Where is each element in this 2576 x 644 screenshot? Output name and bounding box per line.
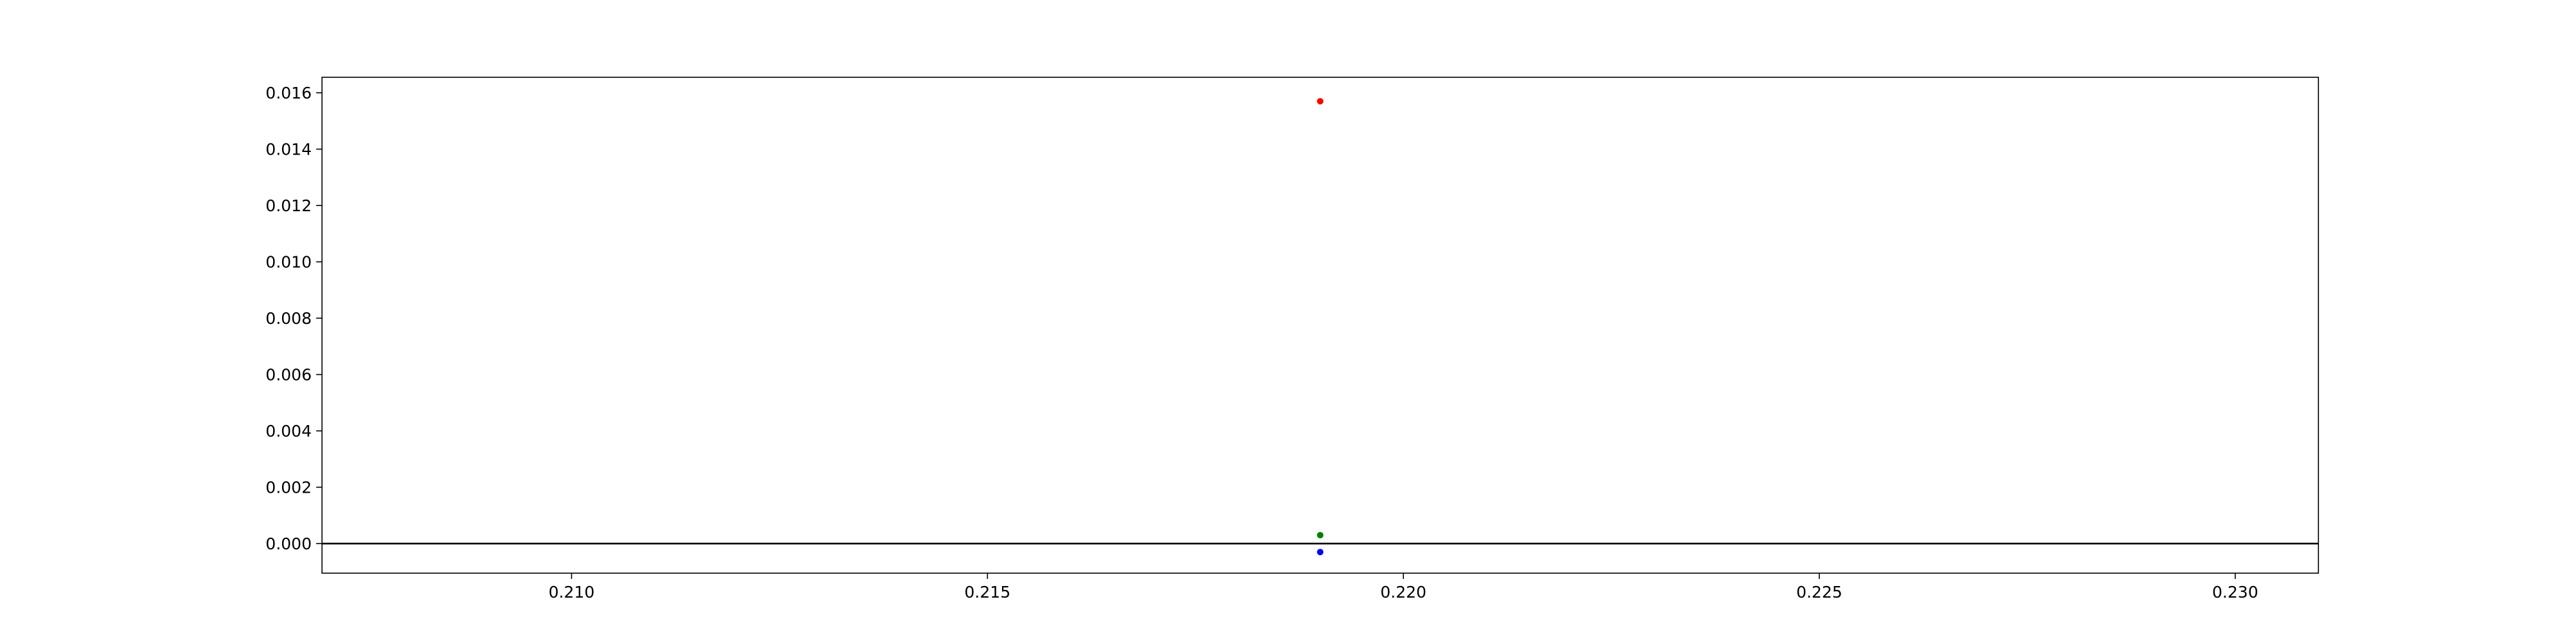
data-points [1317, 98, 1323, 556]
x-tick-label: 0.225 [1796, 583, 1842, 601]
plot-frame [321, 77, 2319, 574]
x-tick-label: 0.210 [549, 583, 595, 601]
y-tick-label: 0.008 [265, 309, 312, 328]
y-tick-label: 0.014 [265, 140, 312, 159]
y-tick-label: 0.004 [265, 422, 312, 440]
data-point [1317, 549, 1323, 556]
x-tick-label: 0.215 [965, 583, 1011, 601]
y-axis: 0.000 0.002 0.004 0.006 0.008 0.010 0.012 0.014… [265, 84, 322, 553]
y-tick-label: 0.010 [265, 253, 312, 272]
data-point [1317, 98, 1323, 105]
y-tick-label: 0.016 [265, 84, 312, 102]
y-tick-label: 0.012 [265, 196, 312, 215]
data-point [1317, 531, 1323, 538]
y-tick-label: 0.006 [265, 366, 312, 384]
x-axis: 0.210 0.215 0.220 0.225 0.230 [549, 573, 2259, 601]
y-tick-label: 0.002 [265, 478, 312, 497]
x-tick-label: 0.230 [2212, 583, 2259, 601]
y-tick-label: 0.000 [265, 535, 312, 553]
x-tick-label: 0.220 [1380, 583, 1426, 601]
